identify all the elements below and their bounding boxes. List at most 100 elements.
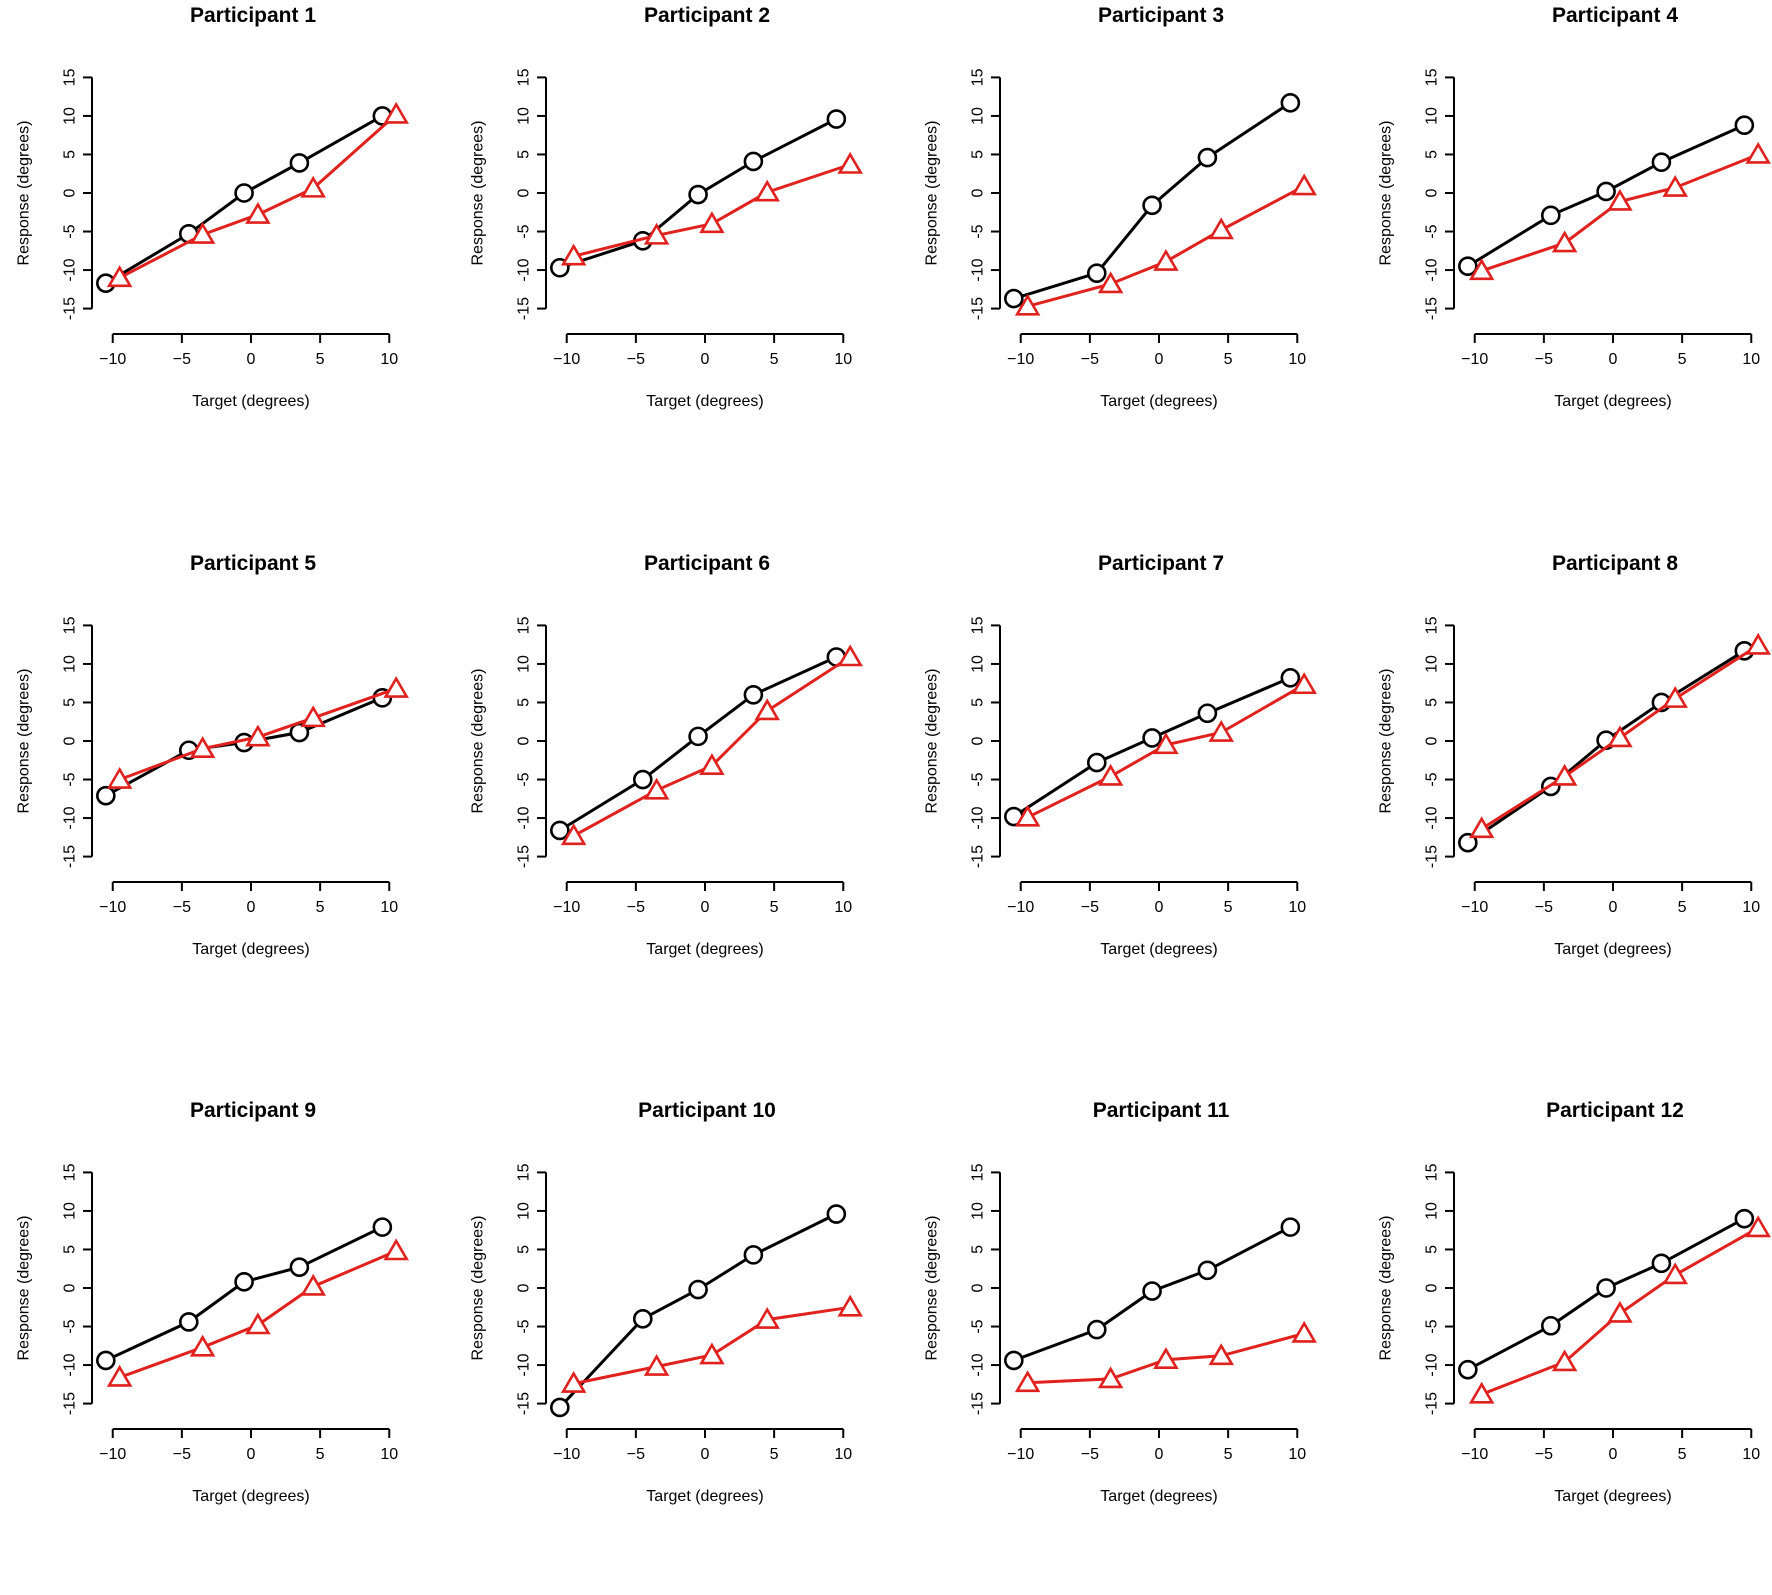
y-tick-label: 10 bbox=[1424, 655, 1441, 673]
panel-participant-11: Participant 11 -15 -10 -5 0 5 10 15 Response (de… bbox=[924, 1099, 1317, 1505]
red-triangle-point bbox=[837, 151, 863, 174]
y-tick-label: -10 bbox=[1424, 1353, 1441, 1376]
red-triangle-point bbox=[754, 698, 780, 721]
red-series-line bbox=[119, 113, 398, 280]
black-circle-point bbox=[1734, 1208, 1755, 1229]
x-tick-label: −10 bbox=[553, 899, 580, 916]
y-tick-label: 5 bbox=[516, 698, 533, 707]
black-circle-point bbox=[372, 1217, 393, 1237]
y-tick-label: 0 bbox=[1424, 736, 1441, 745]
x-axis-label: Target (degrees) bbox=[646, 941, 763, 958]
x-tick-label: −5 bbox=[1535, 899, 1553, 916]
y-tick-label: -15 bbox=[970, 845, 987, 868]
red-triangle-point bbox=[837, 644, 863, 667]
red-triangle-point bbox=[1745, 1215, 1771, 1238]
black-circle-point bbox=[1197, 703, 1218, 724]
x-tick-label: −5 bbox=[1081, 1446, 1099, 1463]
red-triangle-point bbox=[1551, 1349, 1578, 1372]
red-triangle-point bbox=[560, 1370, 587, 1393]
panel-participant-8: Participant 8 -15 -10 -5 0 5 10 15 Response (deg… bbox=[1378, 552, 1771, 958]
y-tick-label: 5 bbox=[62, 150, 79, 159]
black-circle-point bbox=[1596, 1278, 1616, 1298]
x-tick-label: −10 bbox=[1007, 351, 1034, 368]
x-axis-label: Target (degrees) bbox=[192, 393, 309, 410]
panel-participant-5: Participant 5 -15 -10 -5 0 5 10 15 Response (deg… bbox=[16, 552, 409, 958]
y-tick-label: -15 bbox=[970, 297, 987, 320]
x-tick-label: −5 bbox=[627, 899, 645, 916]
red-triangle-point bbox=[754, 179, 780, 202]
red-triangle-point bbox=[1662, 1262, 1688, 1285]
black-circle-point bbox=[826, 109, 847, 129]
red-triangle-point bbox=[245, 1312, 271, 1335]
black-circle-point bbox=[550, 820, 570, 841]
x-tick-label: −5 bbox=[173, 1446, 191, 1463]
y-tick-label: -15 bbox=[1424, 845, 1441, 868]
red-triangle-point bbox=[245, 724, 271, 747]
x-tick-label: 10 bbox=[380, 1446, 398, 1463]
y-tick-label: -10 bbox=[970, 1353, 987, 1376]
black-circle-point bbox=[234, 1272, 254, 1292]
y-tick-label: -5 bbox=[516, 772, 533, 786]
red-triangle-point bbox=[245, 201, 271, 224]
black-series-line bbox=[105, 1225, 383, 1362]
red-triangle-point bbox=[106, 265, 133, 288]
y-axis-label: Response (degrees) bbox=[16, 669, 33, 814]
red-triangle-point bbox=[1745, 141, 1771, 164]
x-tick-label: −5 bbox=[1535, 1446, 1553, 1463]
black-circle-point bbox=[743, 684, 764, 705]
x-tick-label: −10 bbox=[99, 1446, 126, 1463]
y-tick-label: -5 bbox=[62, 224, 79, 238]
red-triangle-point bbox=[1208, 719, 1234, 742]
y-tick-label: -10 bbox=[516, 258, 533, 281]
x-tick-label: 5 bbox=[770, 1446, 779, 1463]
y-tick-label: -15 bbox=[516, 1392, 533, 1415]
red-triangle-point bbox=[1097, 271, 1124, 294]
y-axis-label: Response (degrees) bbox=[16, 1216, 33, 1361]
panel-title: Participant 6 bbox=[644, 552, 770, 575]
x-tick-label: 5 bbox=[1224, 1446, 1233, 1463]
red-triangle-point bbox=[1097, 1366, 1124, 1389]
x-tick-label: 0 bbox=[1609, 1446, 1618, 1463]
panel-participant-3: Participant 3 -15 -10 -5 0 5 10 15 Response (deg… bbox=[924, 4, 1317, 410]
red-triangle-point bbox=[1662, 175, 1688, 197]
y-tick-label: -10 bbox=[516, 1353, 533, 1376]
y-tick-label: -5 bbox=[1424, 1319, 1441, 1333]
x-tick-label: 0 bbox=[1609, 899, 1618, 916]
x-tick-label: 5 bbox=[316, 899, 325, 916]
y-tick-label: -5 bbox=[62, 1319, 79, 1333]
y-tick-label: 0 bbox=[62, 188, 79, 197]
panel-title: Participant 12 bbox=[1546, 1099, 1684, 1122]
black-circle-point bbox=[1280, 1217, 1301, 1237]
red-triangle-point bbox=[699, 753, 725, 775]
red-triangle-point bbox=[1662, 686, 1688, 708]
x-tick-label: −5 bbox=[1535, 351, 1553, 368]
x-tick-label: 10 bbox=[834, 351, 852, 368]
black-circle-point bbox=[96, 785, 116, 806]
y-tick-label: 0 bbox=[516, 736, 533, 745]
x-axis-label: Target (degrees) bbox=[1554, 941, 1671, 958]
black-circle-point bbox=[1458, 256, 1478, 277]
black-circle-point bbox=[743, 151, 764, 172]
y-axis-label: Response (degrees) bbox=[470, 121, 487, 266]
black-circle-point bbox=[1142, 195, 1162, 216]
y-tick-label: 5 bbox=[62, 698, 79, 707]
panel-title: Participant 1 bbox=[190, 4, 316, 27]
black-circle-point bbox=[1004, 288, 1024, 309]
black-circle-point bbox=[743, 1245, 764, 1265]
y-tick-label: 0 bbox=[516, 1283, 533, 1292]
black-circle-point bbox=[1142, 1281, 1162, 1301]
x-tick-label: −10 bbox=[99, 899, 126, 916]
y-tick-label: 15 bbox=[62, 68, 79, 86]
y-tick-label: 10 bbox=[970, 107, 987, 125]
black-circle-point bbox=[1651, 152, 1672, 172]
y-tick-label: 0 bbox=[970, 188, 987, 197]
x-tick-label: 10 bbox=[380, 899, 398, 916]
red-triangle-point bbox=[1097, 763, 1124, 786]
red-triangle-point bbox=[1468, 816, 1495, 839]
red-triangle-point bbox=[300, 175, 326, 198]
black-circle-point bbox=[688, 184, 708, 205]
y-tick-label: -10 bbox=[62, 806, 79, 829]
red-series-line bbox=[573, 163, 851, 258]
x-tick-label: 0 bbox=[701, 899, 710, 916]
y-tick-label: 10 bbox=[516, 655, 533, 673]
